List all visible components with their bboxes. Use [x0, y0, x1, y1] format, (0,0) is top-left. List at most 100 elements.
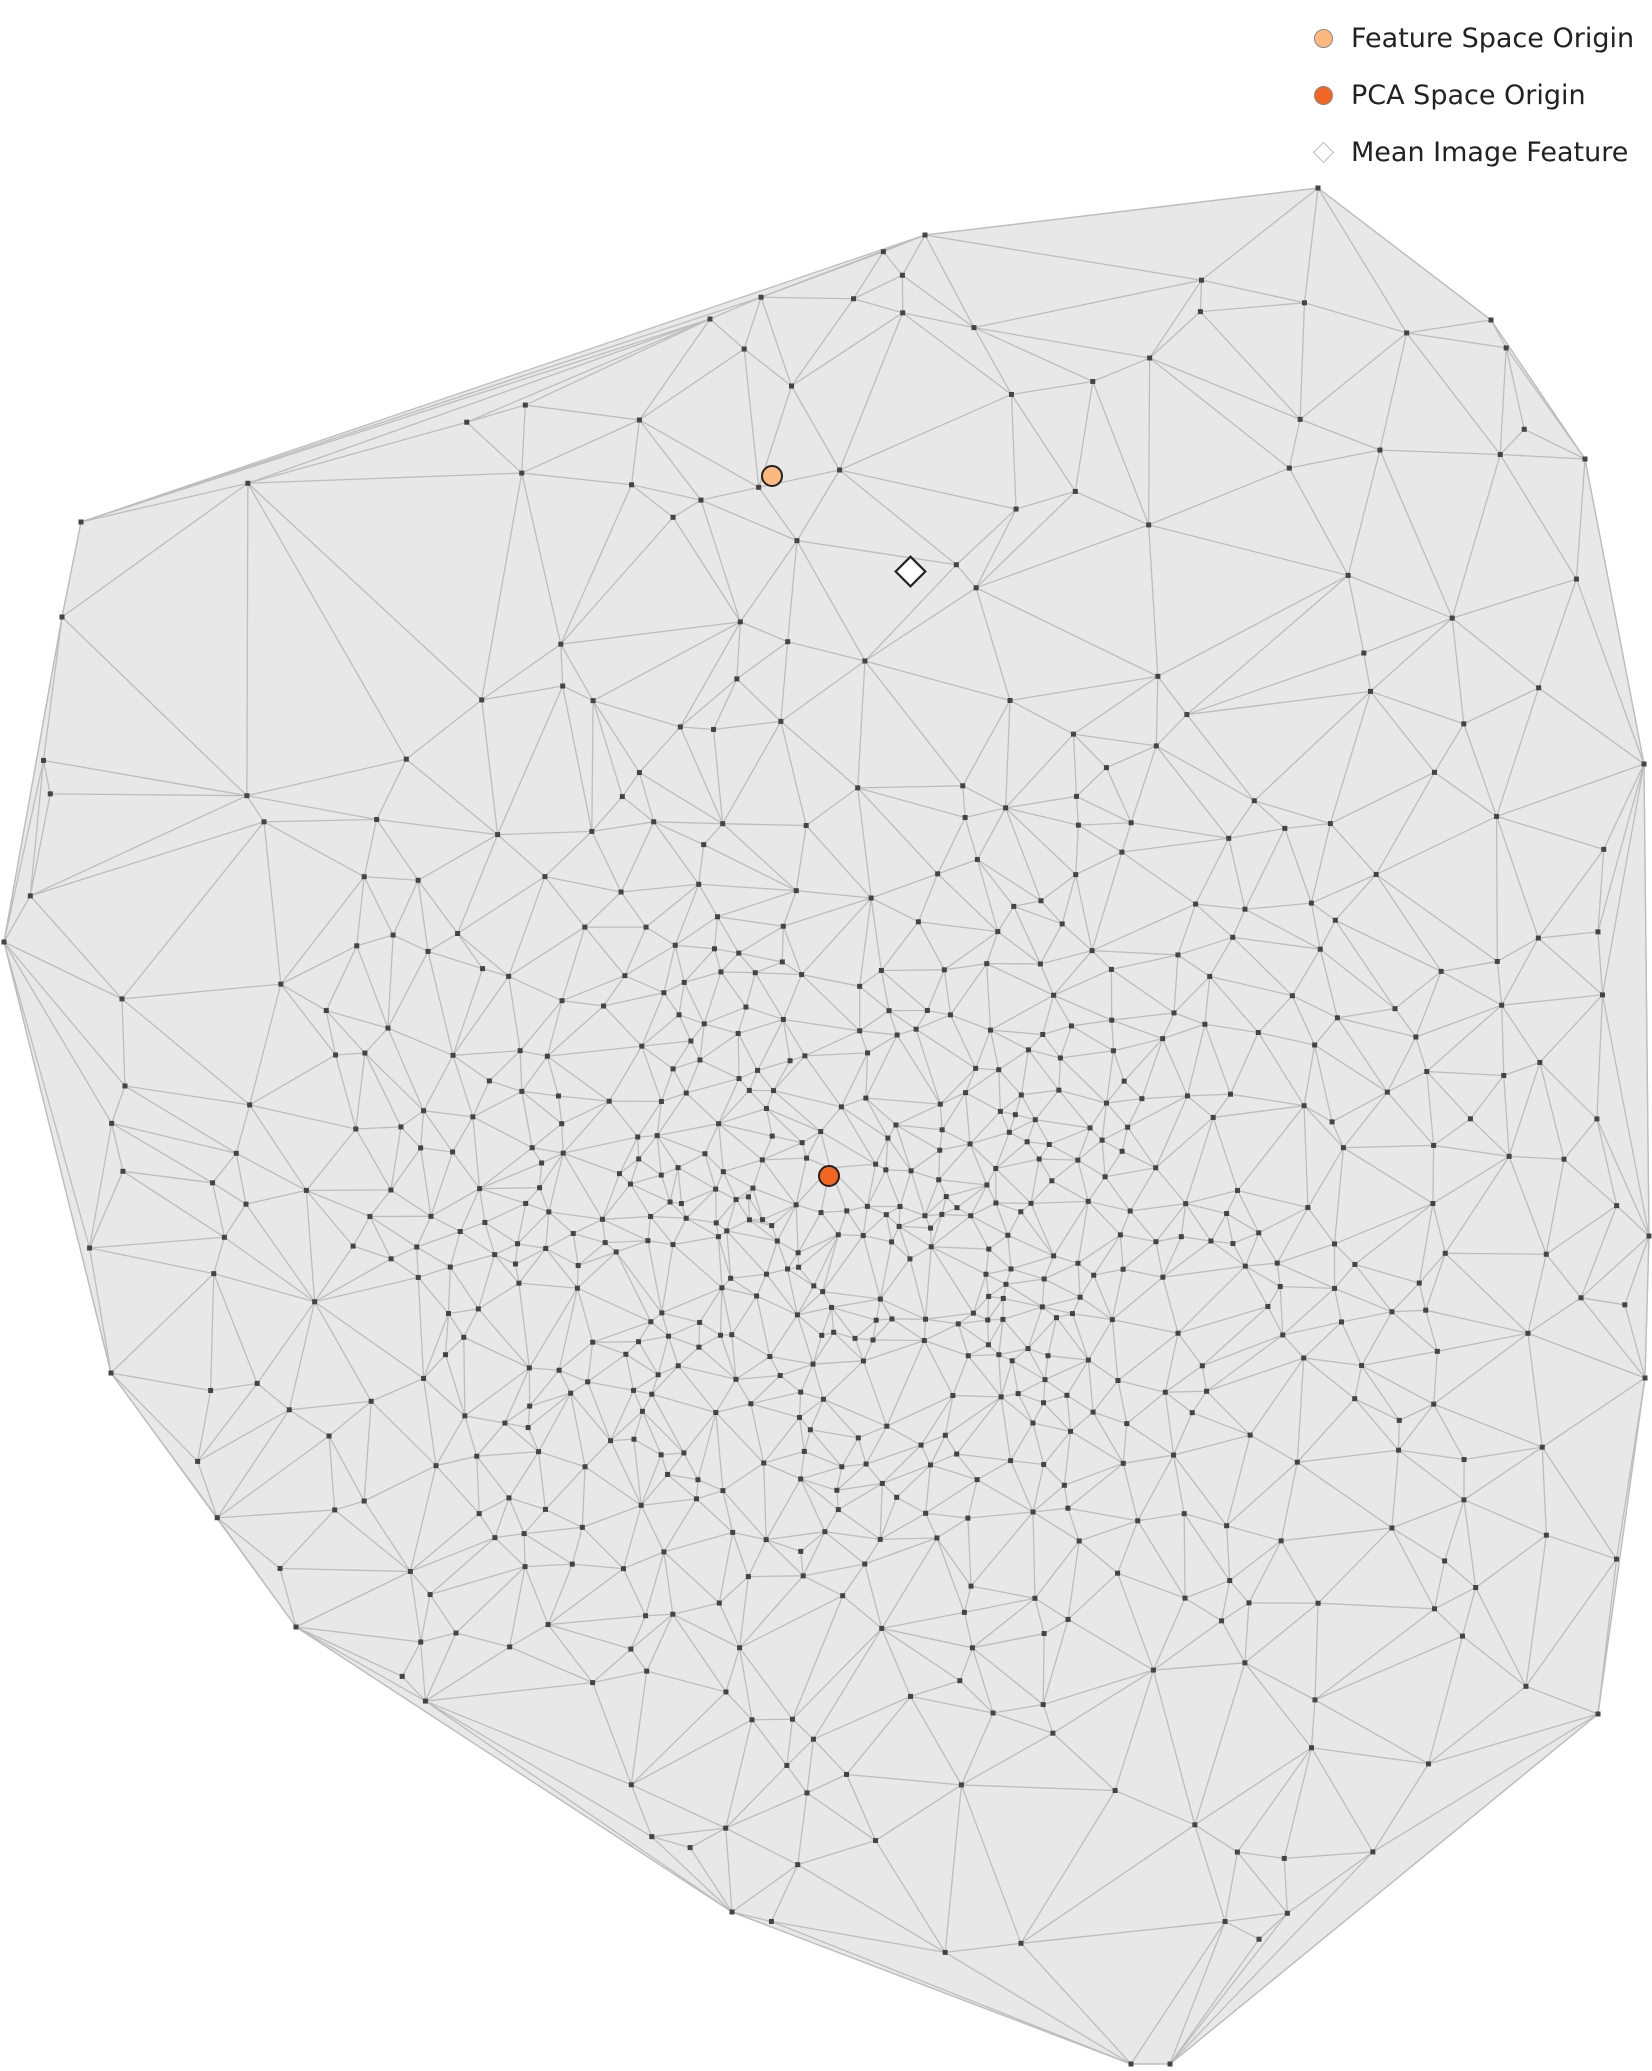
delaunay-edge — [998, 1354, 1002, 1397]
delaunay-edge — [352, 1245, 392, 1260]
delaunay-edge — [517, 1211, 550, 1245]
delaunay-edge — [1444, 1155, 1510, 1254]
delaunay-edge — [288, 1301, 316, 1410]
delaunay-edge — [798, 1234, 839, 1268]
delaunay-edge — [524, 1563, 573, 1568]
delaunay-edge — [718, 1089, 750, 1125]
delaunay-edge — [762, 1157, 807, 1161]
delaunay-edge — [1199, 280, 1203, 312]
delaunay-edge — [786, 1738, 814, 1766]
delaunay-edge — [1009, 1131, 1028, 1143]
delaunay-edge — [918, 921, 998, 933]
delaunay-edge — [837, 1482, 883, 1511]
delaunay-edge — [581, 1526, 624, 1570]
data-point — [1, 939, 7, 945]
data-point — [644, 1668, 650, 1674]
delaunay-edge — [924, 1246, 932, 1320]
delaunay-edge — [926, 969, 945, 1011]
delaunay-edge — [1038, 1158, 1053, 1182]
delaunay-edge — [1276, 1207, 1309, 1264]
delaunay-edge — [1249, 1357, 1305, 1436]
delaunay-edge — [572, 1563, 624, 1570]
delaunay-edge — [718, 1123, 773, 1137]
delaunay-edge — [802, 1575, 843, 1597]
data-point — [860, 1233, 866, 1239]
delaunay-edge — [1079, 1296, 1113, 1321]
delaunay-edge — [235, 1152, 307, 1191]
delaunay-edge — [1111, 1019, 1163, 1040]
delaunay-edge — [1398, 1403, 1434, 1421]
delaunay-edge — [1282, 1334, 1305, 1359]
data-point — [492, 1535, 498, 1541]
delaunay-edge — [725, 1827, 799, 1866]
data-point — [1578, 1295, 1584, 1301]
delaunay-edge — [1119, 1210, 1131, 1236]
delaunay-edge — [1148, 524, 1159, 677]
delaunay-edge — [956, 1453, 978, 1481]
delaunay-edge — [1005, 807, 1042, 902]
delaunay-edge — [1075, 490, 1149, 526]
data-point — [963, 1090, 969, 1096]
delaunay-edge — [976, 1460, 1011, 1481]
delaunay-edge — [1105, 767, 1132, 824]
delaunay-edge — [1451, 617, 1540, 689]
data-point — [750, 1185, 756, 1191]
delaunay-edge — [1058, 1089, 1091, 1129]
data-point — [1197, 309, 1203, 315]
data-point — [477, 1186, 483, 1192]
delaunay-edge — [836, 1466, 843, 1491]
delaunay-edge — [80, 296, 762, 523]
delaunay-edge — [995, 1168, 1032, 1204]
delaunay-edge — [1314, 1699, 1429, 1765]
data-point — [1171, 1010, 1177, 1016]
data-point — [971, 325, 977, 331]
delaunay-edge — [1091, 950, 1178, 956]
delaunay-edge — [641, 1410, 685, 1454]
delaunay-edge — [584, 891, 622, 928]
delaunay-edge — [29, 895, 123, 1000]
delaunay-edge — [1296, 1461, 1393, 1529]
data-point — [443, 1352, 449, 1358]
delaunay-edge — [545, 1508, 583, 1528]
delaunay-edge — [582, 1504, 642, 1528]
delaunay-edge — [651, 1393, 716, 1414]
data-point — [763, 1271, 769, 1277]
delaunay-edge — [1303, 1105, 1309, 1208]
data-point — [839, 1464, 845, 1470]
data-point — [543, 1245, 549, 1251]
delaunay-edge — [781, 961, 802, 976]
delaunay-edge — [865, 1097, 941, 1105]
delaunay-edge — [30, 795, 248, 897]
delaunay-edge — [796, 1314, 814, 1365]
delaunay-edge — [1071, 1025, 1114, 1052]
delaunay-edge — [800, 1551, 804, 1576]
delaunay-edge — [1236, 1190, 1260, 1234]
data-point — [697, 1319, 703, 1325]
delaunay-edge — [674, 916, 718, 946]
data-point — [421, 1375, 427, 1381]
data-point — [997, 1108, 1003, 1114]
data-point — [519, 470, 525, 476]
delaunay-edge — [390, 1258, 419, 1278]
delaunay-edge — [519, 1050, 523, 1092]
delaunay-edge — [765, 1090, 775, 1109]
delaunay-edge — [420, 1594, 431, 1643]
delaunay-edge — [1317, 1527, 1393, 1604]
delaunay-edge — [699, 1287, 723, 1323]
data-point — [1224, 1523, 1230, 1529]
delaunay-edge — [973, 327, 1013, 395]
delaunay-edge — [1311, 1747, 1429, 1765]
delaunay-edge — [197, 1409, 290, 1462]
data-point — [425, 948, 431, 954]
delaunay-edge — [1427, 1635, 1464, 1765]
delaunay-edge — [305, 1128, 357, 1191]
delaunay-edge — [592, 700, 623, 797]
delaunay-edge — [795, 1204, 822, 1214]
data-point — [1115, 1570, 1121, 1576]
delaunay-edge — [1077, 1127, 1091, 1161]
delaunay-edge — [121, 998, 126, 1086]
delaunay-edge — [1127, 1095, 1188, 1128]
delaunay-edge — [459, 1188, 481, 1232]
data-point — [1308, 1745, 1314, 1751]
data-point — [1057, 1055, 1063, 1061]
